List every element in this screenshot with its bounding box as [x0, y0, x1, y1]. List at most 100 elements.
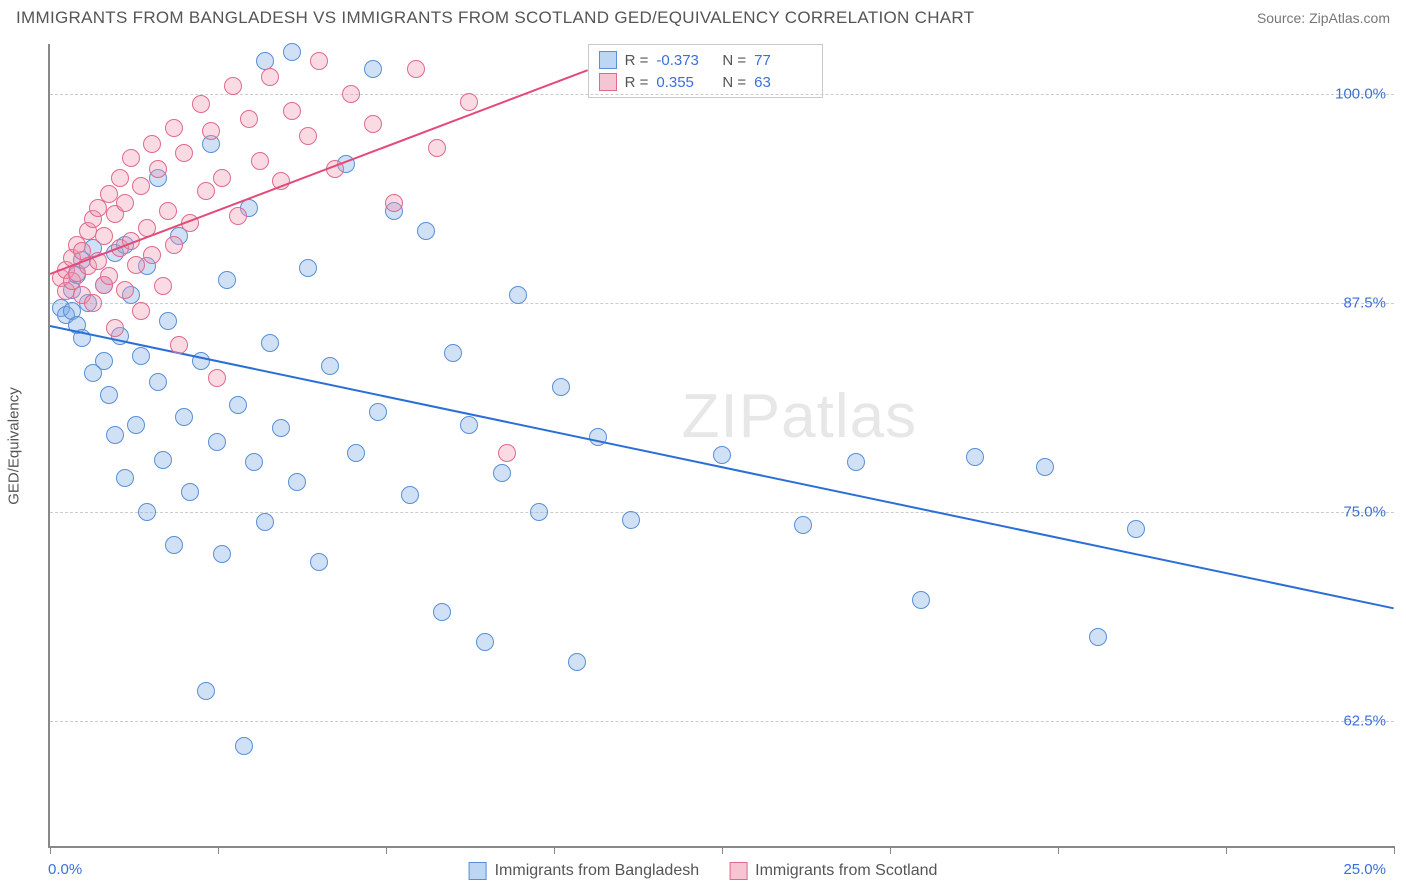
scatter-point: [143, 135, 161, 153]
x-tick: [218, 846, 219, 854]
legend-swatch: [599, 51, 617, 69]
scatter-point: [192, 95, 210, 113]
scatter-point: [127, 416, 145, 434]
scatter-point: [369, 403, 387, 421]
scatter-point: [299, 127, 317, 145]
scatter-point: [1036, 458, 1054, 476]
y-tick-label: 75.0%: [1343, 503, 1386, 520]
scatter-point: [794, 516, 812, 534]
gridline: [50, 721, 1394, 722]
scatter-point: [100, 267, 118, 285]
scatter-point: [100, 386, 118, 404]
legend-n-label: N =: [722, 74, 746, 91]
scatter-point: [84, 294, 102, 312]
scatter-point: [213, 545, 231, 563]
scatter-point: [218, 271, 236, 289]
scatter-point: [138, 503, 156, 521]
scatter-point: [132, 177, 150, 195]
legend-row: R =-0.373N =77: [599, 49, 813, 71]
gridline: [50, 303, 1394, 304]
legend-label: Immigrants from Bangladesh: [495, 862, 700, 880]
scatter-point: [208, 433, 226, 451]
scatter-point: [229, 396, 247, 414]
scatter-point: [175, 144, 193, 162]
legend-r-label: R =: [625, 74, 649, 91]
scatter-point: [347, 444, 365, 462]
scatter-point: [251, 152, 269, 170]
scatter-point: [407, 60, 425, 78]
scatter-point: [229, 207, 247, 225]
legend-r-value: 0.355: [656, 74, 714, 91]
plot-canvas: ZIPatlas R =-0.373N =77R =0.355N =63 62.…: [48, 44, 1394, 848]
legend-item: Immigrants from Bangladesh: [469, 862, 700, 880]
scatter-point: [288, 473, 306, 491]
scatter-point: [460, 93, 478, 111]
chart-header: IMMIGRANTS FROM BANGLADESH VS IMMIGRANTS…: [0, 0, 1406, 32]
scatter-point: [509, 286, 527, 304]
trend-line: [50, 69, 588, 275]
scatter-point: [256, 52, 274, 70]
x-tick: [386, 846, 387, 854]
scatter-point: [154, 277, 172, 295]
legend-n-value: 63: [754, 74, 812, 91]
scatter-point: [122, 149, 140, 167]
scatter-point: [444, 344, 462, 362]
correlation-legend: R =-0.373N =77R =0.355N =63: [588, 44, 824, 98]
scatter-point: [321, 357, 339, 375]
scatter-point: [256, 513, 274, 531]
scatter-point: [132, 347, 150, 365]
scatter-point: [111, 169, 129, 187]
scatter-point: [106, 426, 124, 444]
scatter-point: [224, 77, 242, 95]
legend-swatch: [599, 73, 617, 91]
scatter-point: [401, 486, 419, 504]
y-axis-title: GED/Equivalency: [6, 387, 23, 505]
scatter-point: [417, 222, 435, 240]
scatter-point: [261, 334, 279, 352]
scatter-point: [197, 182, 215, 200]
x-tick: [554, 846, 555, 854]
scatter-point: [154, 451, 172, 469]
scatter-point: [283, 43, 301, 61]
scatter-point: [261, 68, 279, 86]
scatter-point: [159, 202, 177, 220]
scatter-point: [283, 102, 301, 120]
watermark: ZIPatlas: [682, 381, 917, 452]
scatter-point: [95, 352, 113, 370]
scatter-point: [433, 603, 451, 621]
gridline: [50, 512, 1394, 513]
y-tick-label: 87.5%: [1343, 294, 1386, 311]
scatter-point: [713, 446, 731, 464]
x-axis-min-label: 0.0%: [48, 861, 82, 878]
scatter-point: [552, 378, 570, 396]
scatter-point: [181, 483, 199, 501]
scatter-point: [310, 553, 328, 571]
legend-label: Immigrants from Scotland: [755, 862, 937, 880]
legend-swatch: [469, 862, 487, 880]
legend-r-label: R =: [625, 52, 649, 69]
y-tick-label: 100.0%: [1335, 86, 1386, 103]
scatter-point: [95, 227, 113, 245]
scatter-point: [175, 408, 193, 426]
scatter-point: [912, 591, 930, 609]
x-tick: [1394, 846, 1395, 854]
chart-title: IMMIGRANTS FROM BANGLADESH VS IMMIGRANTS…: [16, 8, 974, 28]
scatter-point: [364, 115, 382, 133]
scatter-point: [1127, 520, 1145, 538]
scatter-point: [202, 122, 220, 140]
scatter-point: [245, 453, 263, 471]
scatter-point: [165, 236, 183, 254]
scatter-point: [116, 469, 134, 487]
scatter-point: [428, 139, 446, 157]
scatter-point: [235, 737, 253, 755]
scatter-point: [127, 256, 145, 274]
scatter-point: [530, 503, 548, 521]
x-tick: [1058, 846, 1059, 854]
scatter-point: [149, 160, 167, 178]
scatter-point: [498, 444, 516, 462]
legend-item: Immigrants from Scotland: [729, 862, 937, 880]
scatter-point: [116, 281, 134, 299]
scatter-point: [165, 536, 183, 554]
series-legend: Immigrants from Bangladesh Immigrants fro…: [469, 862, 938, 880]
scatter-point: [364, 60, 382, 78]
